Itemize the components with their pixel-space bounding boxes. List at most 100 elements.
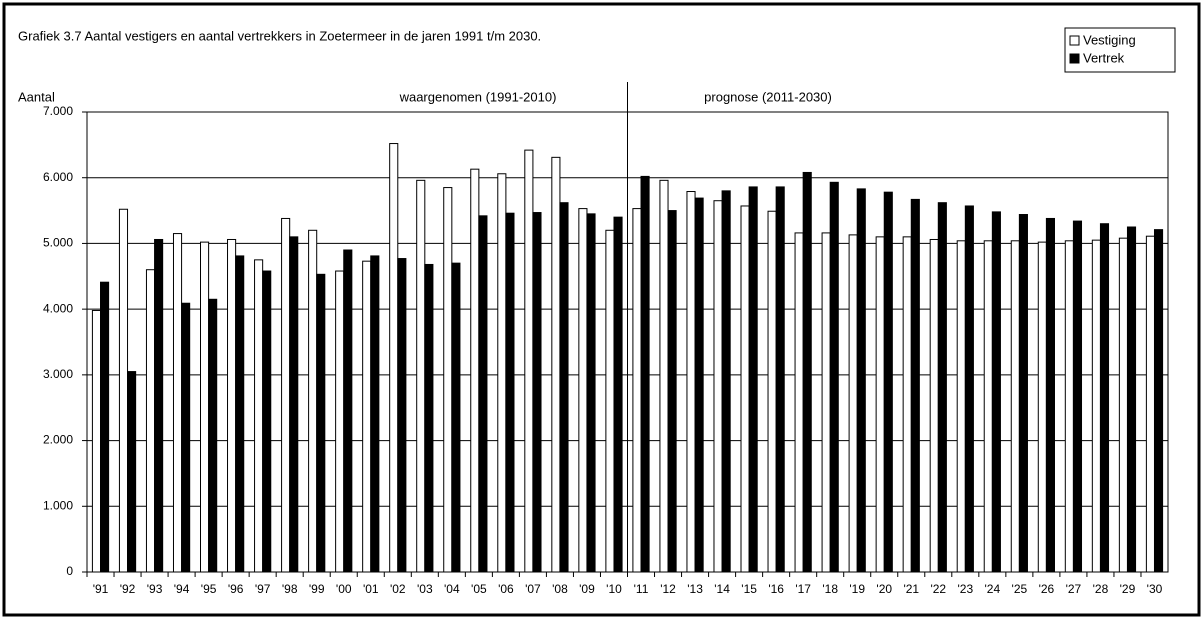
x-tick-label: '09 [579,582,595,596]
x-tick-label: '04 [444,582,460,596]
bar [1091,239,1101,573]
x-tick-label: '16 [768,582,784,596]
x-tick-label: '28 [1093,582,1109,596]
bar [883,191,893,573]
bar [308,229,318,573]
x-tick-label: '13 [687,582,703,596]
chart-title: Grafiek 3.7 Aantal vestigers en aantal v… [18,28,541,43]
x-tick-label: '14 [714,582,730,596]
x-tick-label: '17 [795,582,811,596]
bar [497,173,507,573]
x-tick-label: '07 [525,582,541,596]
bar [848,234,858,573]
bar [991,211,1001,573]
bar [289,236,299,573]
bar [1010,240,1020,573]
x-tick-label: '93 [147,582,163,596]
x-tick-label: '06 [498,582,514,596]
bar [118,208,129,573]
x-tick-label: '05 [471,582,487,596]
bar [1018,214,1028,573]
bar [254,259,264,573]
bar [91,309,102,573]
x-tick-label: '21 [903,582,919,596]
bar [578,208,588,573]
bar [694,197,704,573]
x-tick-label: '18 [822,582,838,596]
bar [956,240,966,573]
bar [208,298,218,573]
x-tick-label: '95 [201,582,217,596]
bar [316,273,326,573]
x-tick-label: '98 [282,582,298,596]
y-tick-label: 5.000 [43,236,73,250]
x-tick-label: '11 [634,582,649,596]
y-tick-label: 4.000 [43,301,73,315]
x-tick-label: '30 [1147,582,1163,596]
bar [1099,223,1110,573]
bar [281,217,291,573]
x-tick-label: '25 [1012,582,1028,596]
bar [532,212,542,573]
bar [659,179,669,573]
legend-label: Vestiging [1083,32,1136,47]
x-tick-label: '08 [552,582,568,596]
bar [875,236,885,573]
bar [748,186,758,573]
bar [721,190,731,573]
x-tick-label: '24 [985,582,1001,596]
bar [172,233,183,573]
bar [424,263,434,573]
bar [613,216,623,573]
bar [343,249,353,573]
y-tick-label: 0 [66,564,73,578]
y-tick-label: 1.000 [43,498,73,512]
annotation: prognose (2011-2030) [704,89,832,104]
bar [389,143,399,573]
x-tick-label: '26 [1039,582,1055,596]
bar [929,238,939,573]
bar [181,302,191,573]
bar [1118,237,1128,573]
bar [794,232,804,573]
bar [821,232,831,573]
x-tick-label: '94 [174,582,190,596]
y-tick-label: 2.000 [43,433,73,447]
bar [397,258,407,573]
x-tick-label: '27 [1066,582,1082,596]
bar [551,156,561,573]
bar [856,188,866,573]
bar [154,238,164,573]
x-tick-label: '91 [93,582,109,596]
y-tick-label: 3.000 [43,367,73,381]
bar [964,205,974,573]
x-tick-label: '97 [255,582,271,596]
x-tick-label: '03 [417,582,433,596]
bar [451,262,461,573]
x-tick-label: '12 [660,582,676,596]
bar [443,187,453,573]
bar [470,168,480,573]
bar [686,191,696,573]
bar [740,205,750,573]
bar [227,238,237,573]
legend-swatch [1069,35,1080,46]
x-tick-label: '15 [741,582,757,596]
x-tick-label: '23 [957,582,973,596]
bar [586,213,596,573]
bar [1045,217,1055,573]
bar [605,229,615,573]
bar [478,215,488,573]
bar [145,269,156,573]
bar [524,149,534,573]
bar [775,186,785,573]
bar [667,210,677,573]
x-tick-label: '99 [309,582,325,596]
x-tick-label: '02 [390,582,406,596]
legend [1064,27,1176,73]
legend-label: Vertrek [1083,50,1125,65]
x-tick-label: '19 [849,582,865,596]
bar [100,281,110,573]
annotation: waargenomen (1991-2010) [399,89,557,104]
